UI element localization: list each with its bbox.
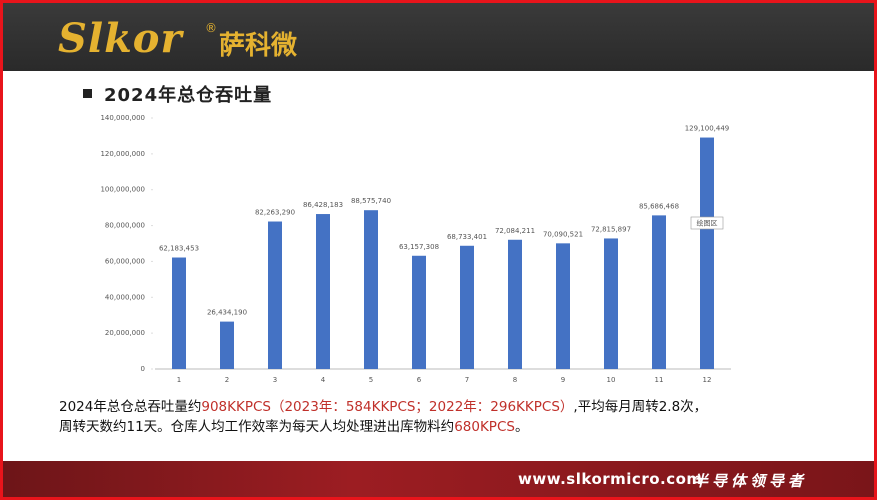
paragraph-segment: 2024年总仓总吞吐量约 (59, 399, 202, 415)
bar (220, 321, 234, 369)
bar (556, 243, 570, 369)
x-tick-label: 10 (607, 376, 616, 384)
bar (316, 214, 330, 369)
logo-mark: ® (205, 21, 217, 35)
y-tick-label: 60,000,000 (105, 257, 145, 265)
data-label: 85,686,468 (639, 202, 679, 210)
x-tick-label: 3 (273, 376, 277, 384)
data-label: 88,575,740 (351, 197, 391, 205)
data-label: 129,100,449 (685, 125, 730, 133)
data-label: 72,815,897 (591, 225, 631, 233)
paragraph-segment: 680KPCS (454, 419, 515, 435)
y-tick-label: 0 (141, 365, 145, 373)
data-label: 62,183,453 (159, 245, 199, 253)
data-label: 63,157,308 (399, 243, 439, 251)
bar (604, 238, 618, 369)
header-band: Slkor ® 萨科微 (3, 3, 874, 71)
summary-paragraph: 2024年总仓总吞吐量约908KKPCS（2023年：584KKPCS；2022… (59, 397, 707, 437)
data-label: 68,733,401 (447, 233, 487, 241)
footer-band: www.slkormicro.com 半导体领导者 (3, 461, 874, 497)
x-tick-label: 8 (513, 376, 517, 384)
x-tick-label: 5 (369, 376, 373, 384)
brand: 萨科微 (219, 31, 298, 61)
bar (172, 257, 186, 369)
bar (700, 137, 714, 369)
x-tick-label: 4 (321, 376, 326, 384)
x-tick-label: 9 (561, 376, 565, 384)
footer-url: www.slkormicro.com (518, 470, 703, 488)
paragraph-segment: 周转天数约11天。仓库人均工作效率为每天人均处理进出库物料约 (59, 419, 455, 435)
paragraph-segment: ,平均每月周转2.8次， (573, 399, 708, 415)
data-label: 26,434,190 (207, 309, 247, 317)
annotation-box (690, 216, 724, 230)
logo: Slkor (58, 15, 183, 62)
bar (412, 255, 426, 369)
y-tick-label: 120,000,000 (100, 150, 145, 158)
slide-title-text: 2024年总仓吞吐量 (104, 85, 273, 106)
paragraph-line: 周转天数约11天。仓库人均工作效率为每天人均处理进出库物料约680KPCS。 (59, 417, 707, 437)
y-tick-label: 80,000,000 (105, 222, 145, 230)
data-label: 82,263,290 (255, 209, 295, 217)
y-tick-label: 140,000,000 (100, 114, 145, 122)
y-tick-label: 100,000,000 (100, 186, 145, 194)
bar (268, 221, 282, 369)
data-label: 72,084,211 (495, 227, 535, 235)
bar (364, 210, 378, 369)
annotation: 绘图区 (697, 219, 718, 228)
x-tick-label: 11 (655, 376, 664, 384)
chart: 0 20,000,000 40,000,000 60,000,000 80,000,00… (100, 114, 731, 384)
y-tick-label: 20,000,000 (105, 329, 145, 337)
paragraph-line: 2024年总仓总吞吐量约908KKPCS（2023年：584KKPCS；2022… (59, 397, 707, 417)
bar (460, 245, 474, 369)
slide-title: 2024年总仓吞吐量 (83, 81, 272, 107)
x-tick-label: 2 (225, 376, 229, 384)
data-label: 86,428,183 (303, 201, 343, 209)
bar (508, 239, 522, 369)
x-tick-label: 6 (417, 376, 422, 384)
x-tick-label: 7 (465, 376, 469, 384)
data-label: 70,090,521 (543, 230, 583, 238)
footer-slogan: 半导体领导者 (693, 472, 808, 490)
x-tick-label: 1 (177, 376, 181, 384)
bar (652, 215, 666, 369)
x-tick-label: 12 (703, 376, 712, 384)
y-tick-label: 40,000,000 (105, 293, 145, 301)
paragraph-segment: 。 (514, 419, 529, 435)
paragraph-segment: 908KKPCS（2023年：584KKPCS；2022年：296KKPCS） (201, 399, 574, 415)
